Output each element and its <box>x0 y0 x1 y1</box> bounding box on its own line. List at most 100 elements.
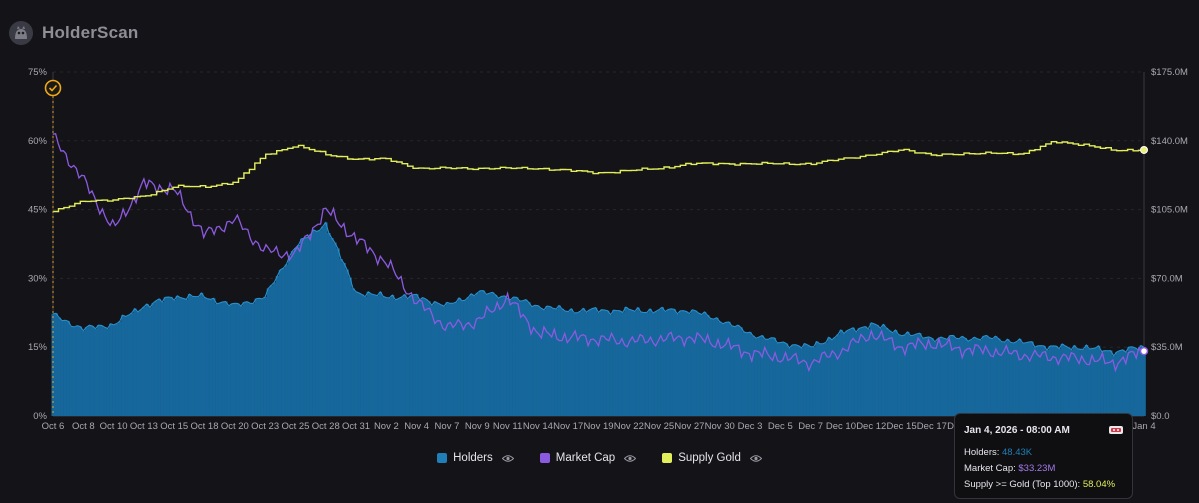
holders-bar <box>1009 342 1013 416</box>
holders-bar <box>345 269 349 416</box>
holders-bar <box>393 299 398 416</box>
holders-bar <box>830 339 834 416</box>
holders-bar <box>1039 345 1043 416</box>
holders-bar <box>1133 347 1137 416</box>
holders-bar <box>324 222 328 416</box>
holders-bar <box>969 339 974 416</box>
holders-bar <box>712 319 716 416</box>
holders-bar <box>69 326 73 416</box>
holders-bar <box>845 330 849 416</box>
holders-bar <box>339 259 343 416</box>
tooltip-mcap-row: Market Cap: $33.23M <box>964 462 1124 475</box>
holders-bar <box>336 248 340 416</box>
holders-bar <box>509 299 513 416</box>
holders-bar <box>563 310 567 416</box>
holders-bar <box>1087 349 1092 416</box>
holders-bar <box>1042 345 1046 416</box>
holders-bar <box>1024 342 1028 416</box>
eye-icon[interactable] <box>501 454 514 463</box>
holders-bar <box>400 297 404 416</box>
x-tick: Oct 28 <box>312 421 340 432</box>
y-left-tick: 60% <box>28 136 48 147</box>
y-right-tick: $0.0 <box>1151 411 1170 422</box>
holders-bar <box>772 337 777 416</box>
holders-bar <box>187 294 192 416</box>
holders-bar <box>642 312 646 416</box>
holders-bar <box>93 328 98 416</box>
holders-bar <box>369 293 374 416</box>
holders-bar <box>809 346 813 416</box>
holders-bar <box>784 343 789 416</box>
left-axis: 0% 15% 30% 45% 60% 75% <box>28 67 48 422</box>
holders-bar <box>306 237 310 416</box>
holders-bar <box>360 294 364 416</box>
holders-bar <box>948 335 952 416</box>
holders-bar <box>493 294 498 416</box>
holders-bar <box>163 297 167 416</box>
legend-item-supply-gold[interactable]: Supply Gold <box>662 452 762 464</box>
holders-bar <box>1066 347 1071 416</box>
holders-bar <box>406 298 410 416</box>
holders-bar <box>130 312 134 416</box>
legend-item-market-cap[interactable]: Market Cap <box>539 452 637 464</box>
holders-bar <box>545 306 549 416</box>
holders-bar <box>593 307 598 416</box>
holders-bar <box>727 321 731 416</box>
holders-bar <box>1109 350 1113 416</box>
holders-bar <box>981 336 986 416</box>
y-right-tick: $175.0M <box>1151 67 1188 78</box>
holders-bar <box>693 310 698 416</box>
holders-bar <box>600 309 604 416</box>
holders-bar <box>1060 343 1064 416</box>
holders-bar <box>696 313 701 416</box>
holders-bar <box>684 311 689 416</box>
holders-bar <box>409 295 413 416</box>
tooltip-holders-row: Holders: 48.43K <box>964 446 1124 459</box>
holders-bar <box>581 308 586 416</box>
holders-bar <box>636 307 640 416</box>
holders-bar <box>333 242 337 416</box>
holders-bar <box>327 233 331 416</box>
holders-bar <box>1018 338 1022 416</box>
eye-icon[interactable] <box>749 454 762 463</box>
holders-bar <box>463 300 467 416</box>
holders-bar <box>154 300 158 416</box>
holders-bar <box>609 314 613 416</box>
holders-bar <box>618 310 622 416</box>
x-tick: Oct 23 <box>251 421 279 432</box>
holders-bar <box>433 301 437 416</box>
holders-bar <box>1003 342 1007 416</box>
holders-bar <box>912 335 916 416</box>
holders-bar <box>700 314 704 416</box>
x-tick: Nov 27 <box>674 421 704 432</box>
legend-item-holders[interactable]: Holders <box>437 452 514 464</box>
x-tick: Dec 7 <box>798 421 823 432</box>
holders-bar <box>1075 348 1080 416</box>
holders-bar <box>384 297 389 416</box>
holders-bar <box>972 337 977 416</box>
supply-gold-line <box>53 141 1145 213</box>
holders-bar <box>945 339 949 416</box>
tooltip-supply-label: Supply >= Gold (Top 1000): <box>964 479 1081 490</box>
holders-bar <box>1103 350 1107 416</box>
holders-bar <box>827 337 831 416</box>
chart[interactable]: 0% 15% 30% 45% 60% 75% $0.0 $35.0M $70.0M $105.0… <box>0 0 1199 445</box>
holders-bar <box>578 311 583 416</box>
holders-bar <box>848 329 852 416</box>
holders-bar <box>390 295 395 416</box>
holders-bar <box>503 295 507 416</box>
x-tick: Oct 15 <box>160 421 188 432</box>
holders-bar <box>890 332 895 416</box>
x-tick: Nov 7 <box>435 421 460 432</box>
holders-bar <box>775 342 780 416</box>
eye-icon[interactable] <box>624 454 637 463</box>
holders-bar <box>527 302 531 416</box>
x-tick: Nov 25 <box>644 421 674 432</box>
x-tick: Dec 12 <box>856 421 886 432</box>
holders-bar <box>603 309 607 416</box>
holders-bar <box>915 333 919 416</box>
holders-bar <box>272 282 277 416</box>
holders-bar <box>715 317 719 416</box>
holders-bar <box>445 302 449 416</box>
holders-bar <box>239 306 243 416</box>
